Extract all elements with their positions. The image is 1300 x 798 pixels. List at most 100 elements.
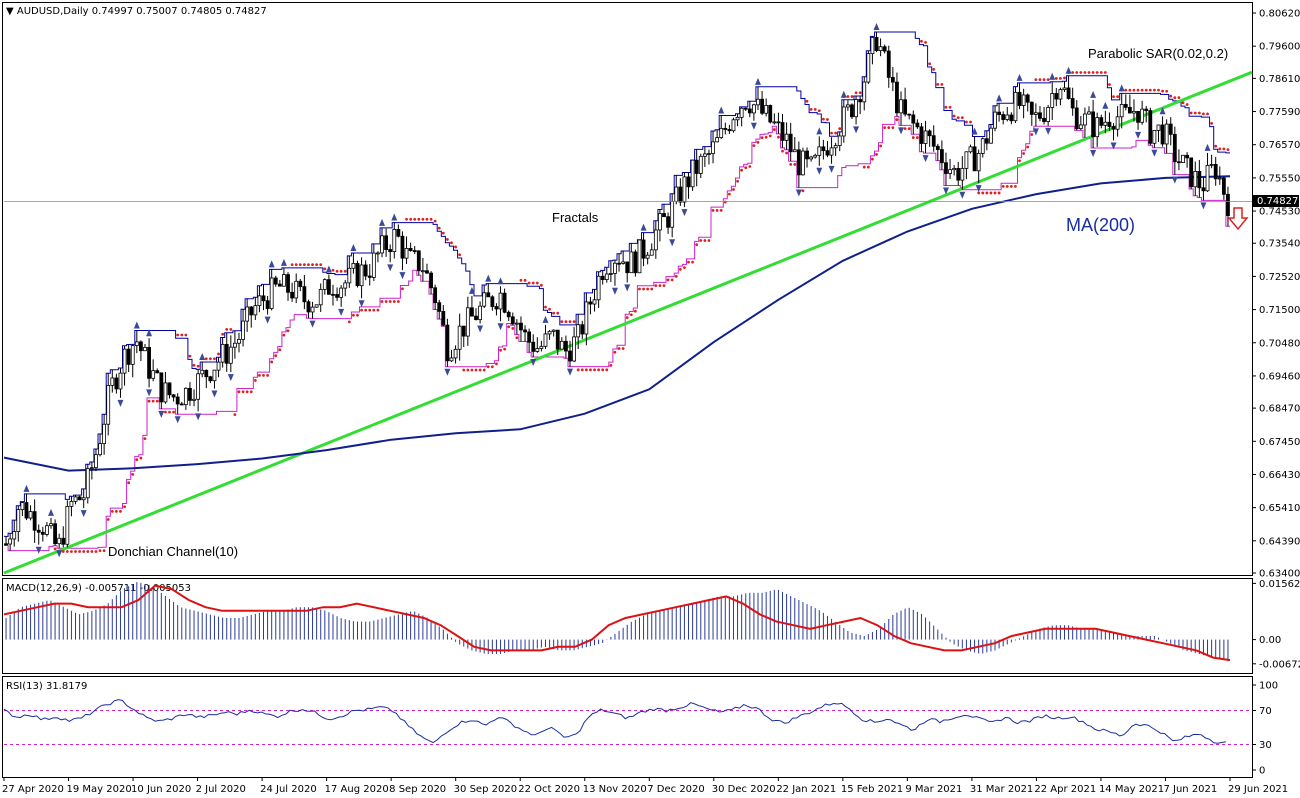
- candle-body: [457, 325, 462, 350]
- candle-body: [1054, 93, 1059, 100]
- sar-dot: [446, 238, 449, 241]
- candle-body: [433, 287, 438, 304]
- price-axis-label: 0.67450: [1259, 437, 1300, 448]
- fractal-up-marker: [996, 94, 1003, 102]
- price-axis-label: 0.80620: [1259, 9, 1300, 20]
- sar-dot: [1197, 111, 1201, 115]
- candle-body: [294, 280, 299, 299]
- candle-body: [874, 37, 879, 51]
- candle-body: [12, 531, 17, 540]
- candle-body: [102, 423, 107, 445]
- candle-body: [465, 307, 470, 337]
- candle-body: [1132, 110, 1136, 114]
- candle-body: [8, 538, 13, 545]
- candle-body: [686, 176, 691, 188]
- candle-body: [322, 279, 327, 290]
- candle-body: [355, 263, 360, 287]
- candle-body: [564, 340, 568, 352]
- sar-dot: [670, 278, 674, 282]
- sar-dot: [147, 399, 151, 403]
- candle-body: [437, 302, 442, 312]
- candle-body: [817, 146, 822, 156]
- donchian-upper-line: [4, 31, 1230, 537]
- price-axis-label: 0.70480: [1259, 338, 1300, 349]
- candle-body: [257, 295, 262, 307]
- candle-body: [948, 169, 952, 174]
- candle-body: [976, 153, 981, 172]
- sar-dot: [928, 62, 932, 66]
- sar-dot: [654, 284, 658, 288]
- candle-body: [694, 159, 699, 174]
- sar-dot: [106, 518, 110, 521]
- candle-body: [216, 361, 221, 371]
- price-axis-label: 0.74530: [1259, 207, 1300, 218]
- candle-body: [715, 137, 720, 143]
- sar-dot: [1128, 88, 1132, 92]
- sar-dot: [691, 260, 695, 264]
- fractal-up-marker: [840, 90, 847, 98]
- fractal-up-marker: [497, 277, 504, 285]
- candle-body: [429, 272, 433, 289]
- sar-dot: [875, 152, 878, 156]
- candle-body: [1046, 107, 1051, 122]
- fractal-down-marker: [146, 389, 153, 397]
- sar-dot: [1042, 78, 1046, 82]
- fractal-down-marker: [828, 165, 835, 173]
- candle-body: [53, 523, 57, 545]
- candle-body: [539, 345, 544, 349]
- candle-body: [915, 122, 920, 128]
- sar-dot: [683, 266, 686, 270]
- candle-body: [343, 282, 348, 289]
- sar-dot: [233, 413, 237, 417]
- time-axis-label: 29 Jun 2021: [1228, 784, 1288, 795]
- candle-body: [98, 443, 102, 456]
- candle-body: [523, 329, 527, 333]
- sar-dot: [568, 320, 572, 324]
- sar-dot: [589, 368, 592, 372]
- sar-dot: [981, 191, 985, 195]
- sar-dot: [180, 333, 184, 337]
- candle-body: [1201, 187, 1206, 192]
- sar-dot: [940, 82, 944, 86]
- price-axis-label: 0.76570: [1259, 140, 1300, 151]
- sar-dot: [601, 368, 605, 372]
- candle-body: [780, 122, 785, 141]
- sar-dot: [662, 284, 666, 288]
- candle-body: [1164, 123, 1169, 145]
- sar-dot: [1103, 71, 1107, 74]
- candle-body: [805, 150, 809, 160]
- candle-body: [1136, 110, 1140, 123]
- candle-body: [404, 248, 409, 259]
- candle-body: [449, 357, 454, 362]
- sar-dot: [503, 347, 507, 351]
- fractal-up-marker: [199, 353, 206, 361]
- sar-dot: [895, 118, 899, 122]
- sar-dot: [1059, 77, 1062, 80]
- time-axis-label: 30 Dec 2020: [712, 784, 776, 795]
- candle-body: [1217, 177, 1222, 180]
- sar-dot: [883, 126, 887, 130]
- fractal-down-marker: [1032, 128, 1039, 136]
- sar-dot: [1136, 88, 1140, 92]
- candle-body: [1172, 133, 1177, 163]
- sar-dot: [1054, 77, 1058, 80]
- fractal-down-marker: [611, 287, 618, 295]
- candle-body: [318, 288, 323, 306]
- candle-body: [911, 114, 916, 124]
- sar-dot: [826, 118, 829, 121]
- rsi-axis-label: 100: [1259, 681, 1278, 692]
- candle-body: [670, 200, 675, 228]
- fractal-down-marker: [1110, 142, 1117, 150]
- sar-dot: [417, 217, 421, 221]
- candle-body: [502, 292, 507, 313]
- sar-dot: [384, 300, 388, 303]
- candle-body: [183, 387, 188, 406]
- candle-body: [862, 81, 867, 103]
- sar-dot: [748, 165, 752, 168]
- sar-dot: [887, 126, 891, 130]
- fractal-down-marker: [959, 191, 966, 199]
- fractal-down-marker: [898, 127, 905, 135]
- sar-dot: [94, 550, 98, 553]
- candle-body: [1177, 161, 1181, 164]
- svg-text:0.74827: 0.74827: [1257, 196, 1298, 207]
